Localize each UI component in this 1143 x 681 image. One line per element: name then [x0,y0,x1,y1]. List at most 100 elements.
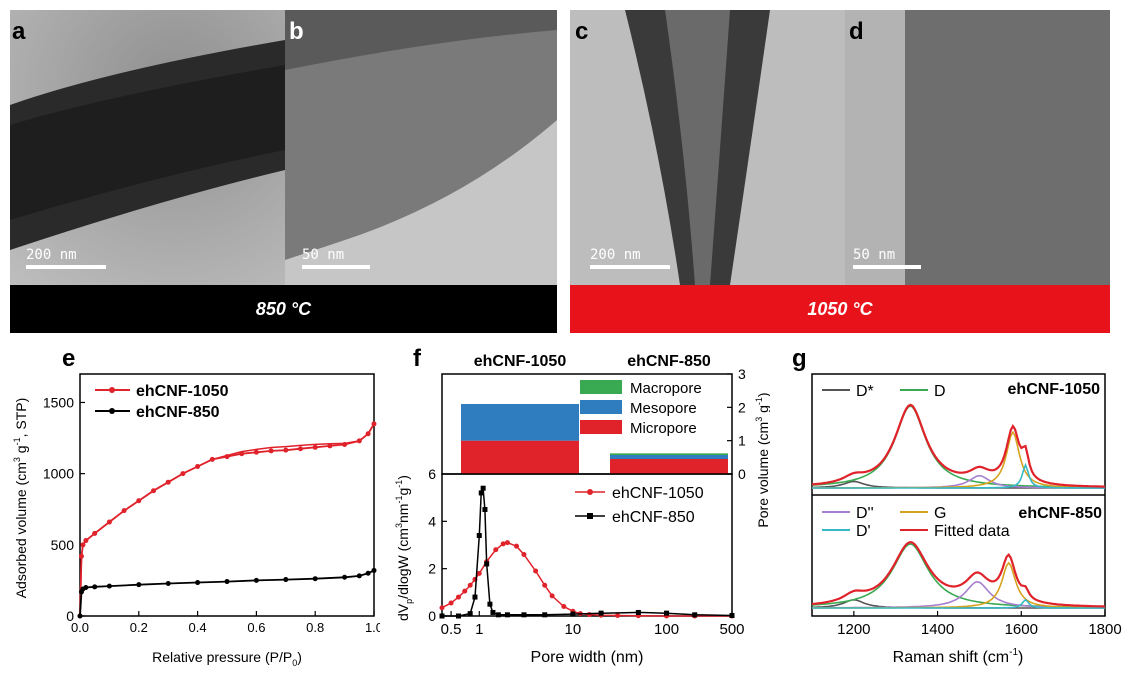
title-ehcnf-850-g: ehCNF-850 [1018,505,1102,522]
x-tick-label-g-0: 1200 [837,621,870,638]
legend-label-f-1050: ehCNF-1050 [612,485,704,502]
y-tick-label-f-1: 2 [428,561,436,577]
legend-label-dprime: D' [856,523,871,540]
point-e-0-17 [283,447,289,453]
point-e-0-20 [327,443,333,449]
panel-label-b: b [289,18,304,45]
panel-label-g: g [792,345,807,372]
point-e-0-21 [342,441,348,447]
point-f-1-13 [521,612,527,618]
bar-y-tick-label-2: 2 [738,399,746,415]
scale-text-c: 200 nm [590,247,641,263]
legend-label-mesopore: Mesopore [630,400,697,417]
left-label-f-sup3: 3 [394,523,404,528]
bar-y-tick-label-0: 0 [738,466,746,482]
point-e-1-7 [165,581,171,587]
component-1-4 [812,598,1105,609]
left-axis-label-f: dVp/dlogW (cm3nm-1g-1) [394,475,414,621]
temperature-1050-label: 1050 °C [807,298,873,319]
y-tick-label-e-2: 1000 [43,466,74,482]
point-e-0-7 [136,498,142,504]
raw-data-0 [811,404,1105,488]
point-e-1-15 [365,570,371,576]
point-e-0-14 [239,451,245,457]
scale-bar-b [302,265,370,269]
point-f-0-8 [493,547,499,553]
left-label-f-g: g [395,488,411,496]
point-f-0-1 [448,600,454,606]
right-label-f-supm1: -1 [754,397,764,405]
micrograph-b [285,10,557,285]
point-f-0-0 [439,605,445,611]
point-e-1-5 [106,583,112,589]
point-e-0-11 [195,464,201,470]
fitted-line-0 [811,403,1105,488]
fitted-line-1 [811,540,1106,608]
point-f-0-11 [514,543,520,549]
legend-label-d: D [934,383,946,400]
point-f-0-16 [561,604,567,610]
x-tick-label-f-1: 1 [475,621,483,638]
legend-label-micropore: Micropore [630,420,697,437]
series-line-e-desorption [79,423,375,617]
y-tick-label-e-1: 500 [51,537,75,553]
bar-mesopore-1 [610,455,728,459]
point-e-0-10 [180,471,186,477]
x-axis-label-g: Raman shift (cm-1) [893,647,1024,666]
x-tick-label-e-1: 0.2 [130,620,148,635]
bar-macropore-1 [610,453,728,455]
x-axis-label-e: Relative pressure (P/P0) [152,649,302,668]
point-e-0-2 [80,542,86,548]
panel-label-c: c [575,18,589,45]
x-tick-label-e-3: 0.6 [247,620,265,635]
temperature-bar-1050: 1050 °C [570,285,1110,333]
plot-frame-e [79,373,375,617]
point-f-1-4 [476,533,482,539]
point-f-1-17 [635,609,641,615]
y-label-e-sup3: 3 [12,457,22,462]
x-label-g-main: Raman shift (cm [893,649,1009,666]
x-tick-label-e-0: 0.0 [71,620,89,635]
point-e-0-4 [92,530,98,536]
scale-bar-c [590,265,670,269]
scale-bar-d [853,265,921,269]
x-label-g-end: ) [1018,649,1023,666]
panel-label-f: f [413,345,421,372]
legend-label-ddoubleprime: D'' [856,505,874,522]
series-line-f-0 [441,541,732,617]
point-e-1-14 [356,573,362,579]
y-tick-label-e-0: 0 [66,608,74,624]
y-label-e-main: Adsorbed volume (cm [13,462,29,598]
bar-y-tick-label-1: 1 [738,433,746,449]
legend-label-ehcnf-1050: ehCNF-1050 [136,383,229,400]
point-e-1-9 [224,579,230,585]
point-f-1-2 [467,611,473,617]
micrograph-c-image [570,10,845,285]
panel-label-e: e [62,345,76,372]
temperature-850-label: 850 °C [255,298,312,319]
point-f-1-19 [692,612,698,618]
point-f-1-14 [542,612,548,618]
x-axis-label-f: Pore width (nm) [531,649,644,666]
left-label-f-nm: nm [395,504,411,523]
legend-label-dstar: D* [856,383,874,400]
point-f-1-9 [487,601,493,607]
point-f-1-15 [570,611,576,617]
x-label-e-sub: 0 [292,658,297,668]
legend-swatch-micropore [580,420,622,434]
raman-spectra-chart: 1200 1400 1600 1800 D* D ehCNF-1050 D'' G D… [811,373,1122,666]
point-e-0-23 [365,431,371,437]
micrograph-a [10,10,285,285]
point-e-1-11 [283,577,289,583]
point-f-1-18 [664,610,670,616]
y-tick-label-f-0: 0 [428,608,436,624]
legend-label-ehcnf-850: ehCNF-850 [136,404,220,421]
right-label-f-sup3: 3 [754,417,764,422]
point-e-0-12 [209,456,215,462]
component-0-4 [812,462,1105,489]
left-label-f-p: p [404,599,414,604]
left-label-f-supm1a: -1 [394,496,404,504]
point-f-0-10 [504,540,510,546]
component-0-1 [811,405,1105,488]
legend-swatch-mesopore [580,400,622,414]
